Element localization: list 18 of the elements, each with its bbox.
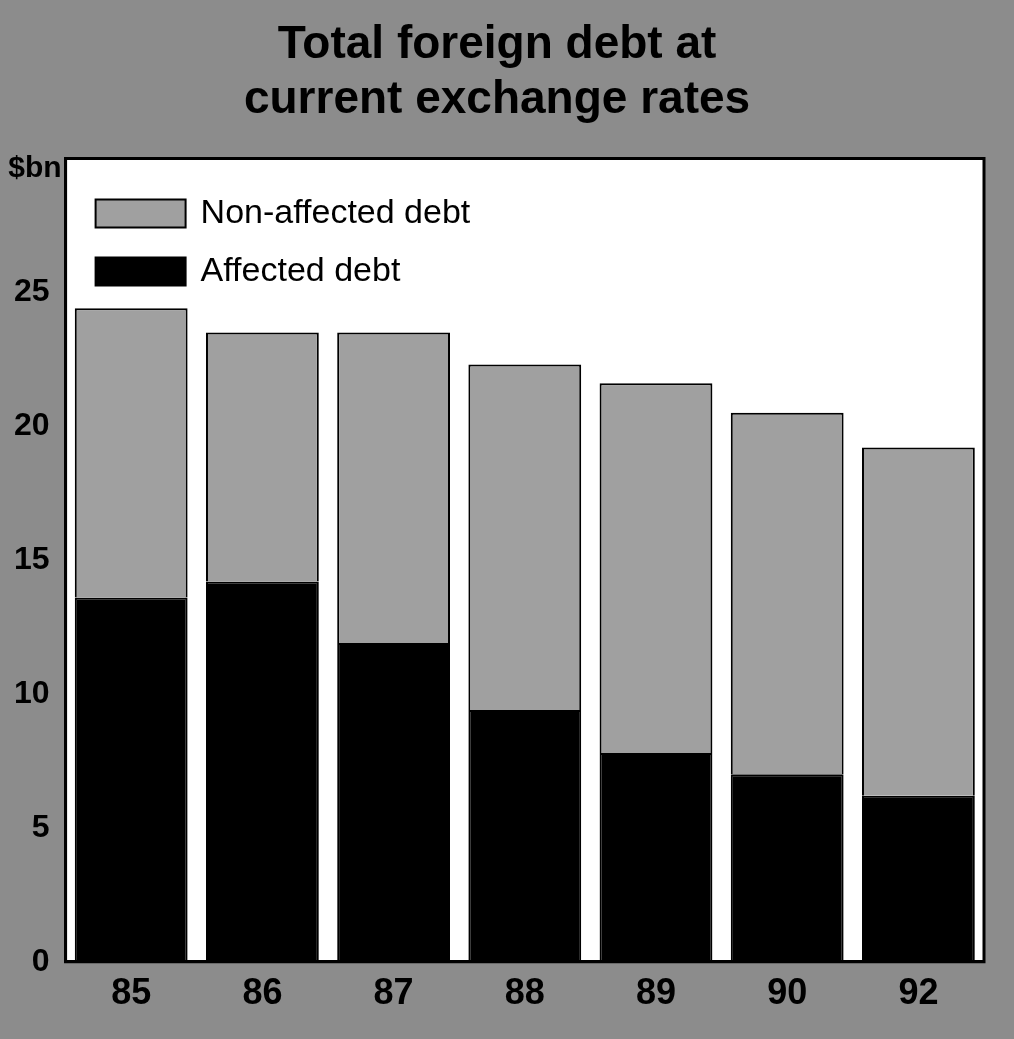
x-tick-label: 86	[242, 971, 283, 1013]
y-tick-label: 25	[14, 272, 50, 309]
x-tick-label: 89	[635, 971, 677, 1013]
x-tick-label: 92	[898, 971, 939, 1013]
y-tick-label: 20	[14, 406, 50, 443]
x-tick-label: 90	[767, 971, 808, 1013]
y-tick-label: 15	[14, 539, 50, 576]
y-tick-label: 5	[31, 807, 50, 844]
y-tick-label: 10	[14, 673, 50, 710]
x-tick-label: 87	[373, 971, 414, 1013]
legend-label: Affected debt	[200, 249, 401, 288]
y-axis-title: $bn	[8, 149, 62, 183]
x-tick-label: 88	[504, 971, 545, 1013]
x-tick-label: 85	[111, 971, 152, 1013]
y-tick-label: 0	[31, 941, 50, 978]
legend-label: Non-affected debt	[200, 191, 471, 230]
text: current exchange rates	[243, 71, 751, 124]
text: Total foreign debt at	[277, 16, 717, 69]
